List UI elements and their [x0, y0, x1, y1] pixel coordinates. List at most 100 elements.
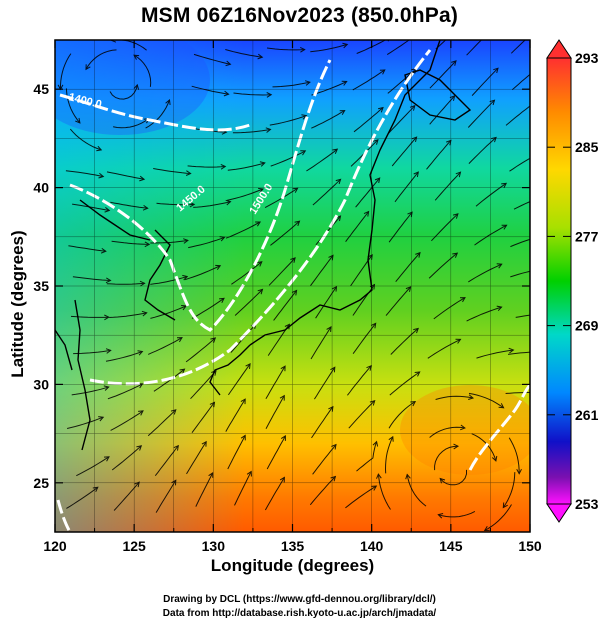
streamline: [193, 53, 231, 65]
streamline: [468, 137, 497, 164]
streamline: [155, 480, 177, 513]
streamline: [394, 171, 419, 203]
colorbar-tick-label: 277: [575, 228, 599, 244]
streamline: [187, 165, 226, 168]
streamline: [150, 305, 187, 319]
streamline: [310, 255, 334, 286]
streamline-arrowhead: [300, 150, 307, 156]
streamline-arrowhead: [189, 201, 196, 208]
streamline: [266, 435, 286, 470]
streamline: [106, 171, 145, 180]
streamline-arrowhead: [483, 525, 490, 532]
streamline: [195, 472, 214, 507]
wind-streamlines: [57, 33, 547, 532]
streamline-arrowhead: [165, 99, 171, 105]
streamline-arrowhead: [493, 67, 499, 74]
streamline-arrowhead: [374, 177, 381, 184]
streamline: [147, 409, 177, 437]
streamline: [72, 203, 110, 211]
streamline: [389, 371, 420, 396]
streamline: [355, 177, 381, 208]
streamline-arrowhead: [259, 161, 266, 167]
colorbar-body: [546, 57, 572, 505]
streamline-arrowhead: [215, 264, 222, 270]
streamline-arrowhead: [144, 241, 151, 248]
streamline: [188, 236, 225, 249]
streamline-arrowhead: [290, 257, 296, 263]
x-tick-label: 150: [518, 538, 542, 554]
streamline-arrowhead: [137, 350, 144, 356]
streamline: [72, 276, 111, 281]
streamline: [113, 481, 140, 511]
streamline-arrowhead: [413, 33, 418, 38]
streamline-arrowhead: [531, 102, 536, 107]
streamline-arrowhead: [98, 416, 105, 422]
streamline-arrowhead: [328, 254, 334, 261]
streamline: [185, 337, 216, 363]
streamline: [273, 290, 297, 321]
streamline-arrowhead: [181, 305, 188, 311]
streamline-arrowhead: [516, 468, 522, 475]
streamline-arrowhead: [331, 443, 337, 450]
streamline: [111, 445, 142, 471]
y-tick-label: 25: [33, 475, 49, 491]
streamline: [266, 47, 305, 51]
streamline-arrowhead: [255, 221, 262, 227]
streamline: [268, 257, 296, 286]
streamline-arrowhead: [452, 213, 459, 219]
streamline-arrowhead: [413, 327, 419, 334]
streamline-arrowhead: [104, 207, 111, 213]
streamline-arrowhead: [105, 348, 112, 354]
x-axis: 120 125 130 135 140 145 150: [43, 40, 542, 554]
streamline-arrowhead: [460, 424, 466, 431]
streamline: [191, 401, 215, 433]
streamline-arrowhead: [331, 285, 338, 292]
streamline-arrowhead: [185, 170, 192, 176]
streamline: [475, 182, 507, 207]
streamline-arrowhead: [405, 286, 412, 292]
streamline: [476, 349, 514, 359]
streamline-arrowhead: [414, 371, 421, 377]
streamline-arrowhead: [376, 473, 382, 479]
streamline-arrowhead: [455, 338, 462, 344]
streamline: [310, 43, 348, 53]
streamline: [348, 400, 376, 429]
y-tick-label: 40: [33, 180, 49, 196]
streamline: [265, 365, 286, 400]
streamline-arrowhead: [410, 401, 417, 407]
streamline-arrowhead: [332, 148, 339, 154]
streamline-arrowhead: [335, 178, 342, 185]
lat-lon-grid: [55, 40, 530, 532]
streamline: [153, 168, 191, 174]
streamline: [234, 471, 252, 506]
streamline-arrowhead: [225, 60, 232, 67]
streamline-arrowhead: [366, 364, 372, 371]
streamline-arrowhead: [502, 502, 508, 509]
y-tick-label: 45: [33, 81, 49, 97]
colorbar-bottom-arrow: [546, 503, 572, 523]
streamline: [345, 485, 377, 509]
x-tick-label: 140: [360, 538, 384, 554]
streamline: [386, 40, 410, 56]
streamline: [191, 85, 229, 95]
streamline-arrowhead: [501, 182, 508, 189]
streamline-arrowhead: [256, 261, 263, 267]
x-tick-label: 120: [43, 538, 67, 554]
streamline: [147, 337, 183, 355]
streamline-arrowhead: [501, 224, 508, 230]
credit-data: Data from http://database.rish.kyoto-u.a…: [162, 608, 437, 619]
streamline-arrowhead: [453, 443, 460, 450]
streamline: [105, 351, 143, 362]
streamline-arrowhead: [240, 398, 246, 405]
streamline-arrowhead: [133, 83, 140, 90]
streamline-arrowhead: [541, 350, 546, 355]
streamline: [433, 297, 466, 320]
streamline-arrowhead: [371, 485, 378, 491]
streamline: [71, 386, 109, 396]
streamline: [154, 445, 179, 477]
streamline-arrowhead: [542, 234, 547, 239]
streamline: [356, 441, 378, 472]
streamline: [435, 40, 447, 50]
y-tick-label: 30: [33, 376, 49, 392]
streamline: [227, 435, 246, 470]
